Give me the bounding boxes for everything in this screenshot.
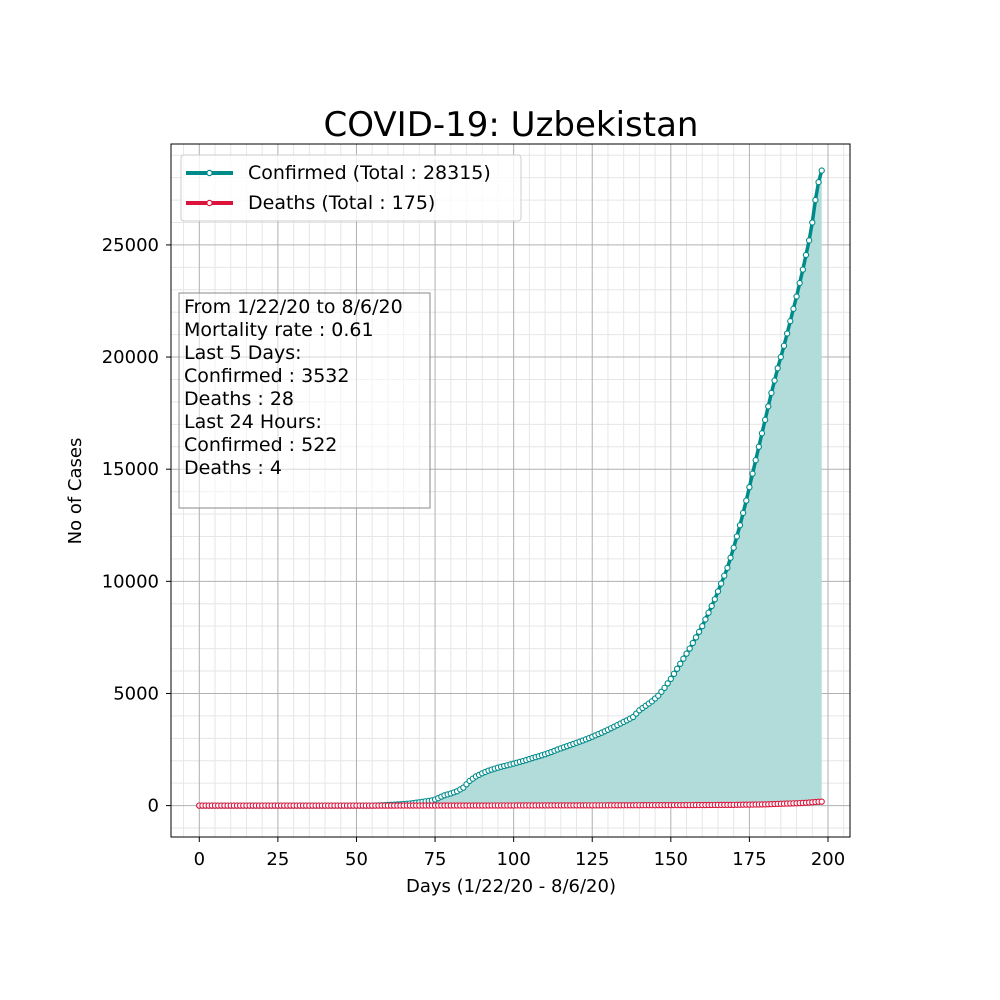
confirmed-point bbox=[758, 430, 766, 437]
deaths-point bbox=[818, 798, 825, 805]
x-tick-label: 200 bbox=[811, 849, 845, 870]
confirmed-point bbox=[771, 377, 778, 384]
y-axis-label: No of Cases bbox=[65, 438, 86, 545]
confirmed-point bbox=[670, 670, 678, 677]
confirmed-point bbox=[664, 680, 671, 687]
confirmed-point bbox=[749, 470, 756, 477]
confirmed-point bbox=[743, 497, 750, 504]
info-box-frame bbox=[178, 292, 431, 509]
x-axis-label: Days (1/22/20 - 8/6/20) bbox=[406, 876, 616, 897]
x-tick-label: 175 bbox=[732, 849, 766, 870]
chart-title: COVID-19: Uzbekistan bbox=[324, 105, 699, 145]
confirmed-area bbox=[199, 170, 822, 806]
confirmed-point bbox=[774, 365, 781, 372]
confirmed-point bbox=[711, 596, 718, 603]
info-line-mortality: Mortality rate : 0.61 bbox=[184, 319, 374, 341]
y-tick-label: 5000 bbox=[113, 683, 159, 704]
confirmed-point bbox=[655, 692, 662, 699]
x-tick-label: 25 bbox=[266, 849, 289, 870]
confirmed-point bbox=[686, 645, 693, 652]
info-box: From 1/22/20 to 8/6/20 Mortality rate : … bbox=[178, 292, 431, 509]
confirmed-point bbox=[818, 167, 825, 174]
confirmed-point bbox=[692, 634, 700, 641]
confirmed-point bbox=[796, 279, 803, 287]
info-line-last24-deaths: Deaths : 4 bbox=[184, 457, 282, 479]
confirmed-point bbox=[717, 580, 725, 587]
confirmed-point bbox=[780, 342, 788, 349]
confirmed-point bbox=[799, 266, 806, 273]
x-tick-label: 50 bbox=[345, 849, 368, 870]
x-tick-label: 125 bbox=[575, 849, 609, 870]
y-tick-label: 15000 bbox=[102, 459, 159, 480]
x-tick-label: 75 bbox=[424, 849, 447, 870]
confirmed-point bbox=[768, 389, 775, 397]
confirmed-point bbox=[677, 660, 684, 667]
confirmed-point bbox=[730, 544, 737, 551]
x-tick-label: 100 bbox=[496, 849, 530, 870]
confirmed-point bbox=[680, 655, 687, 662]
info-line-last5-heading: Last 5 Days: bbox=[184, 342, 302, 364]
confirmed-point bbox=[702, 616, 709, 623]
legend-confirmed-marker bbox=[206, 169, 213, 177]
confirmed-point bbox=[733, 533, 740, 540]
confirmed-point bbox=[802, 251, 810, 259]
confirmed-point bbox=[777, 353, 784, 361]
confirmed-point bbox=[787, 318, 794, 325]
confirmed-point bbox=[673, 665, 681, 672]
info-line-last5-deaths: Deaths : 28 bbox=[184, 388, 294, 410]
legend-deaths-label: Deaths (Total : 175) bbox=[248, 192, 435, 214]
confirmed-point bbox=[736, 522, 744, 529]
confirmed-point bbox=[809, 219, 816, 226]
confirmed-point bbox=[695, 628, 703, 635]
x-tick-label: 150 bbox=[654, 849, 688, 870]
info-line-last24-confirmed: Confirmed : 522 bbox=[184, 434, 337, 456]
confirmed-point bbox=[721, 572, 728, 579]
confirmed-point bbox=[761, 416, 769, 423]
legend-confirmed-label: Confirmed (Total : 28315) bbox=[248, 162, 491, 184]
confirmed-point bbox=[739, 509, 747, 517]
confirmed-point bbox=[727, 554, 734, 561]
confirmed-point bbox=[667, 675, 674, 683]
y-tick-label: 20000 bbox=[102, 347, 159, 368]
confirmed-point bbox=[658, 688, 665, 695]
legend-box bbox=[180, 154, 522, 222]
confirmed-point bbox=[765, 403, 772, 410]
series-markers-layer bbox=[196, 167, 825, 809]
confirmed-point bbox=[683, 650, 690, 657]
confirmed-point bbox=[755, 443, 762, 450]
y-tick-label: 0 bbox=[148, 796, 159, 817]
confirmed-point bbox=[793, 293, 800, 300]
confirmed-point bbox=[689, 639, 696, 647]
confirmed-point bbox=[708, 602, 715, 610]
confirmed-point bbox=[790, 305, 797, 312]
info-line-last5-confirmed: Confirmed : 3532 bbox=[184, 365, 349, 387]
confirmed-point bbox=[812, 196, 819, 204]
confirmed-point bbox=[783, 330, 791, 337]
confirmed-point bbox=[815, 178, 822, 186]
confirmed-point bbox=[705, 609, 712, 616]
confirmed-point bbox=[661, 684, 668, 692]
y-axis-ticks: 0 5000 10000 15000 20000 25000 bbox=[102, 235, 171, 817]
legend: Confirmed (Total : 28315) Deaths (Total … bbox=[180, 154, 522, 222]
confirmed-point bbox=[752, 457, 759, 464]
confirmed-point bbox=[724, 564, 731, 572]
y-tick-label: 10000 bbox=[102, 571, 159, 592]
plot-frame bbox=[170, 143, 851, 838]
confirmed-point bbox=[714, 588, 722, 595]
confirmed-point bbox=[746, 483, 753, 491]
x-axis-ticks: 0 25 50 75 100 125 150 175 200 bbox=[194, 837, 845, 870]
info-line-date-range: From 1/22/20 to 8/6/20 bbox=[184, 296, 403, 318]
confirmed-point bbox=[805, 237, 813, 244]
legend-deaths-marker bbox=[206, 199, 213, 207]
info-line-last24-heading: Last 24 Hours: bbox=[184, 411, 322, 433]
x-tick-label: 0 bbox=[194, 849, 205, 870]
confirmed-area-layer bbox=[199, 170, 822, 806]
y-tick-label: 25000 bbox=[102, 235, 159, 256]
confirmed-point bbox=[699, 623, 706, 630]
